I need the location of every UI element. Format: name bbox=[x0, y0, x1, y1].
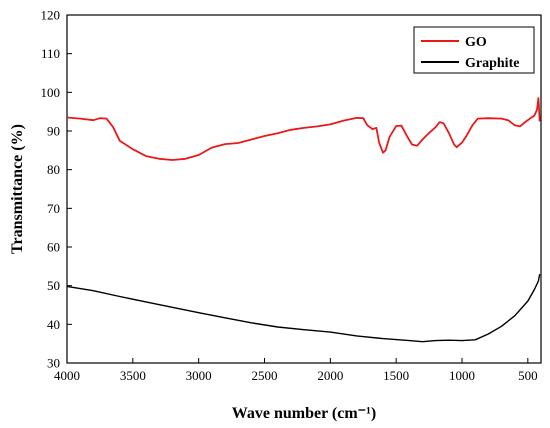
x-tick-label: 500 bbox=[518, 368, 538, 383]
x-tick-label: 3000 bbox=[186, 368, 212, 383]
y-tick-label: 90 bbox=[47, 124, 60, 139]
legend-box bbox=[413, 26, 535, 74]
legend: GO Graphite bbox=[413, 26, 535, 74]
x-tick-label: 4000 bbox=[54, 368, 80, 383]
series-line-go bbox=[66, 97, 541, 161]
y-tick-label: 30 bbox=[47, 356, 60, 371]
y-tick-label: 40 bbox=[47, 317, 60, 332]
y-tick-label: 50 bbox=[47, 278, 60, 293]
x-axis-title: Wave number (cm⁻¹) bbox=[232, 405, 376, 422]
x-tick-label: 3500 bbox=[120, 368, 146, 383]
y-tick-label: 70 bbox=[47, 201, 60, 216]
series-line-graphite bbox=[66, 273, 541, 343]
series-layer bbox=[66, 97, 541, 343]
y-tick-label: 60 bbox=[47, 240, 60, 255]
y-axis-ticks: 30 40 50 60 70 80 90 100 110 120 bbox=[41, 8, 72, 371]
y-tick-label: 120 bbox=[41, 8, 61, 23]
legend-label-go: GO bbox=[465, 35, 487, 50]
x-axis-ticks: 4000 3500 3000 2500 2000 1500 1000 500 bbox=[54, 358, 538, 383]
y-axis-title: Transmittance (%) bbox=[9, 124, 26, 254]
x-tick-label: 2000 bbox=[317, 368, 343, 383]
legend-label-graphite: Graphite bbox=[465, 56, 519, 71]
x-tick-label: 1500 bbox=[383, 368, 409, 383]
x-tick-label: 1000 bbox=[449, 368, 475, 383]
y-tick-label: 100 bbox=[41, 85, 61, 100]
x-tick-label: 2500 bbox=[252, 368, 278, 383]
y-tick-label: 80 bbox=[47, 162, 60, 177]
plot-frame bbox=[66, 14, 542, 364]
y-tick-label: 110 bbox=[41, 46, 60, 61]
